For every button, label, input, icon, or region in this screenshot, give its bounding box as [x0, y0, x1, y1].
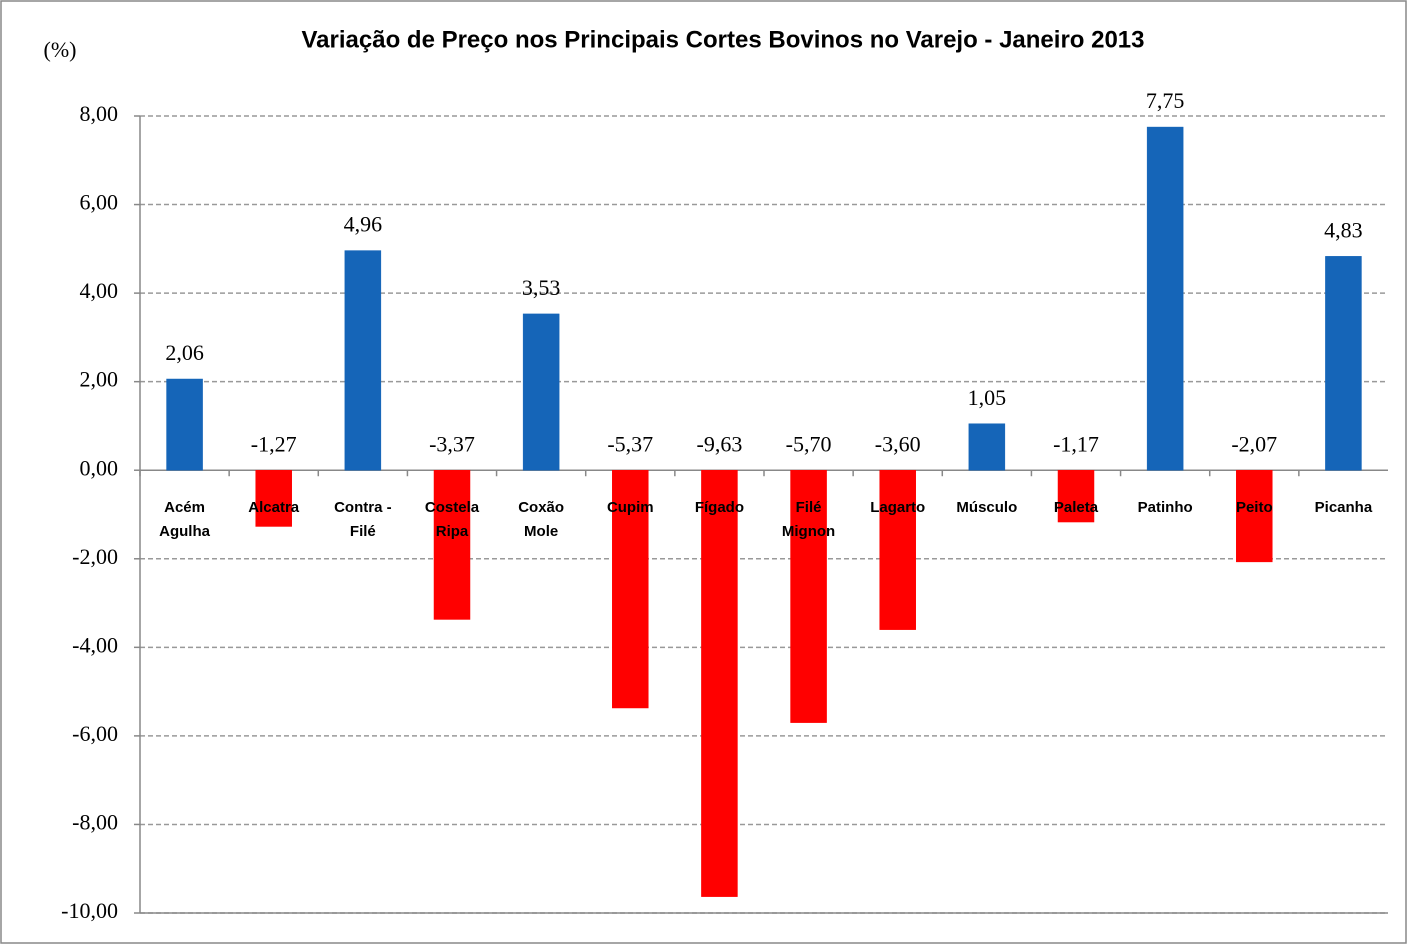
value-label: 2,06 [165, 340, 204, 365]
y-tick-label: 8,00 [80, 101, 119, 126]
chart-title: Variação de Preço nos Principais Cortes … [302, 26, 1145, 53]
bar [701, 469, 738, 897]
y-tick-label: 0,00 [80, 455, 119, 480]
bar [1325, 256, 1362, 471]
value-label: 1,05 [968, 385, 1007, 410]
x-tick-label: Patinho [1137, 499, 1193, 517]
value-label: 4,96 [344, 212, 383, 237]
y-tick-label: 4,00 [80, 278, 119, 303]
x-tick-label: Picanha [1314, 499, 1373, 517]
y-tick-label: -6,00 [72, 721, 118, 746]
x-tick-label: Coxão Mole [518, 499, 565, 541]
value-label: 7,75 [1146, 88, 1185, 113]
value-label: -1,17 [1053, 431, 1099, 456]
y-tick-label: 2,00 [80, 367, 119, 392]
y-tick-label: -8,00 [72, 809, 118, 834]
bar [790, 469, 827, 723]
x-tick-label: Fígado [694, 499, 744, 517]
value-label: -5,37 [607, 431, 653, 456]
bar [522, 313, 560, 471]
y-tick-label: -2,00 [72, 544, 118, 569]
y-tick-label: 6,00 [80, 190, 119, 215]
bar [433, 469, 471, 620]
y-tick-label: -10,00 [61, 898, 118, 923]
value-label: 4,83 [1324, 217, 1363, 242]
value-label: -3,60 [875, 431, 921, 456]
value-label: -2,07 [1231, 431, 1277, 456]
x-tick-label: Cupim [606, 499, 654, 517]
bar [344, 250, 382, 471]
bar [1236, 469, 1273, 563]
bar [1057, 469, 1095, 523]
x-tick-label: Alcatra [248, 499, 300, 517]
bar [1146, 126, 1184, 471]
y-axis-label: (%) [44, 37, 77, 62]
x-tick-label: Filé Mignon [781, 499, 836, 541]
bar [166, 378, 203, 471]
value-label: -9,63 [697, 431, 743, 456]
bar [255, 469, 292, 527]
x-tick-label: Lagarto [870, 499, 926, 517]
value-label: -1,27 [251, 431, 297, 456]
x-tick-label: Peito [1235, 499, 1273, 517]
value-label: -5,70 [786, 431, 832, 456]
x-tick-label: Acém Agulha [159, 499, 210, 541]
bar [879, 469, 916, 630]
x-tick-label: Costela Ripa [424, 499, 480, 541]
value-label: -3,37 [429, 431, 475, 456]
y-tick-label: -4,00 [72, 632, 118, 657]
x-tick-label: Músculo [956, 499, 1018, 517]
value-label: 3,53 [522, 275, 561, 300]
x-tick-label: Contra - Filé [334, 499, 392, 541]
bar [968, 423, 1006, 471]
bar [612, 469, 649, 709]
x-tick-label: Paleta [1053, 499, 1099, 517]
